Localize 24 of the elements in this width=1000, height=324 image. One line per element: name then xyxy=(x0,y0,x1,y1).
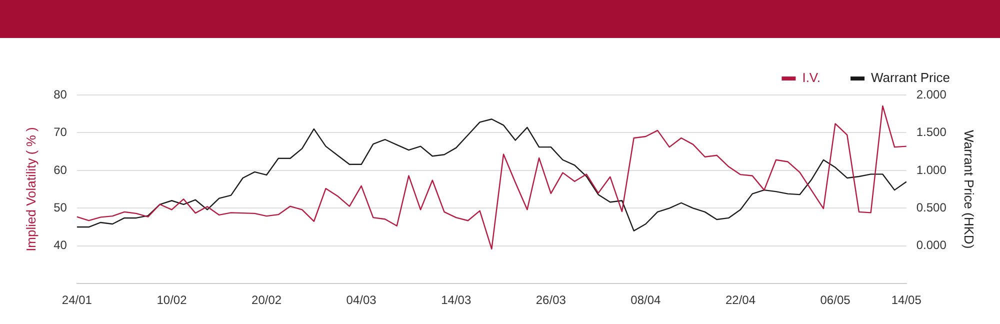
legend-label: Warrant Price xyxy=(871,70,950,86)
y2-tick-label: 1.500 xyxy=(916,125,947,140)
y-tick-label: 60 xyxy=(54,162,68,177)
x-tick-label: 22/04 xyxy=(725,293,756,308)
x-tick-label: 10/02 xyxy=(156,293,188,308)
y-tick-label: 40 xyxy=(54,238,68,252)
x-tick-label: 26/03 xyxy=(536,293,566,308)
y2-tick-label: 0.000 xyxy=(916,238,947,252)
y-tick-label: 70 xyxy=(54,125,68,140)
y-tick-label: 80 xyxy=(54,87,68,102)
x-tick-label: 14/03 xyxy=(441,293,472,308)
x-tick-label: 20/02 xyxy=(252,293,282,308)
x-tick-label: 14/05 xyxy=(891,293,922,308)
x-tick-label: 04/03 xyxy=(346,293,377,308)
legend-label: I.V. xyxy=(802,70,821,86)
x-tick-label: 08/04 xyxy=(630,293,662,308)
y2-tick-label: 0.500 xyxy=(916,200,947,214)
y2-tick-label: 2.000 xyxy=(916,87,947,102)
y-tick-label: 50 xyxy=(54,200,68,214)
y2-axis-title: Warrant Price (HKD) xyxy=(962,130,977,249)
x-tick-label: 06/05 xyxy=(820,293,851,308)
x-tick-label: 24/01 xyxy=(62,293,92,308)
y2-tick-label: 1.000 xyxy=(916,162,947,177)
y-axis-title: Implied Volatility ( % ) xyxy=(23,127,38,252)
